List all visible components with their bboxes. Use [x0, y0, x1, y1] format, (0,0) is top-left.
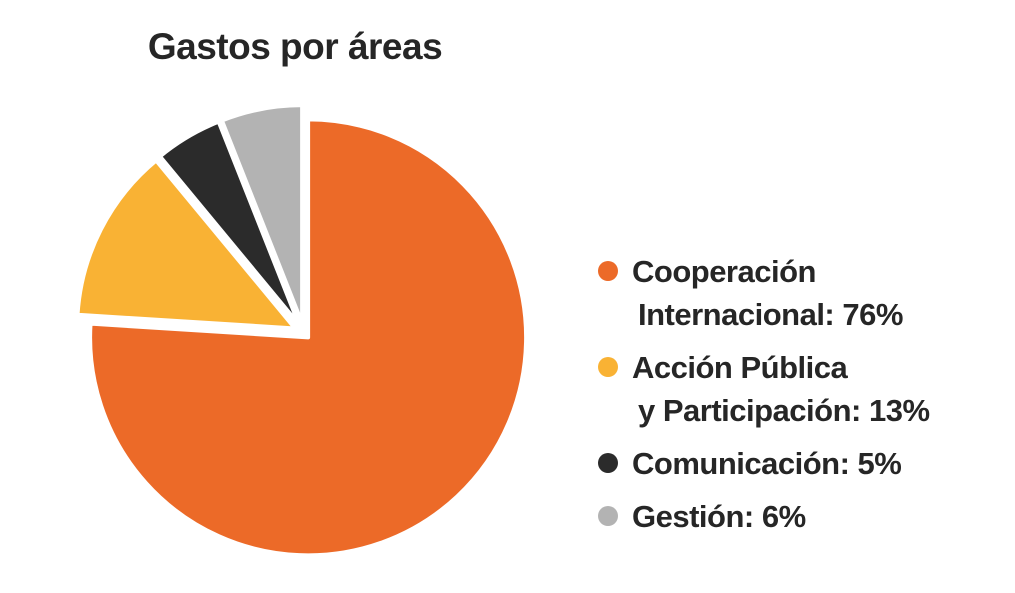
legend-dot-3	[598, 453, 618, 473]
chart-title: Gastos por áreas	[147, 26, 443, 67]
legend-label-3-line-1: Comunicación: 5%	[632, 446, 902, 481]
pie-slice-2	[75, 158, 298, 331]
legend-label-4-line-1: Gestión: 6%	[632, 499, 806, 534]
legend-dot-4	[598, 506, 618, 526]
legend-dot-1	[598, 261, 618, 281]
legend-item-4: Gestión: 6%	[598, 495, 1008, 538]
legend-item-1: Cooperación Internacional: 76%	[598, 250, 1008, 336]
legend-dot-2	[598, 357, 618, 377]
legend: Cooperación Internacional: 76% Acción Públ…	[598, 250, 1008, 548]
legend-label-1-line-2: Internacional: 76%	[638, 297, 903, 332]
pie-slice-3	[157, 119, 301, 327]
pie-slice-1	[88, 117, 529, 558]
legend-item-3: Comunicación: 5%	[598, 442, 1008, 485]
legend-item-2: Acción Pública y Participación: 13%	[598, 346, 1008, 432]
legend-label-2-line-2: y Participación: 13%	[638, 393, 930, 428]
pie-slice-4	[219, 103, 305, 326]
legend-label-2-line-1: Acción Pública	[632, 350, 848, 385]
legend-label-1-line-1: Cooperación	[632, 254, 816, 289]
